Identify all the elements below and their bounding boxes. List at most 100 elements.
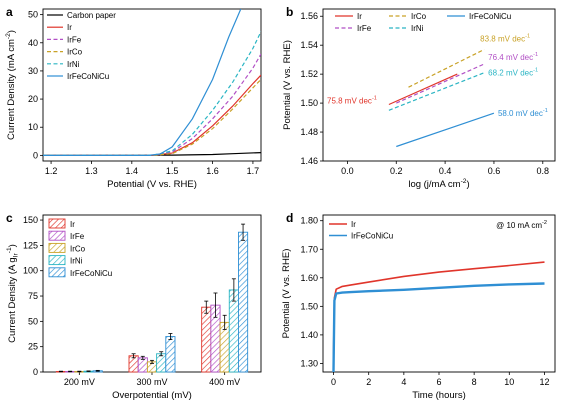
panel-c-category-label: 300 mV (136, 377, 167, 387)
panel-d-xtick-label: 2 (366, 377, 371, 387)
panel-b-line-IrFeCoNiCu (396, 112, 495, 148)
panel-a-ytick-label: 50 (28, 10, 38, 20)
panel-b-annotation: 76.4 mV dec-1 (488, 52, 538, 62)
panel-b-ylabel: Potential (V vs. RHE) (282, 40, 293, 130)
panel-b-frame (322, 8, 556, 162)
panel-a-legend-label: Carbon paper (67, 11, 116, 20)
panel-a-line-IrFeCoNiCu (43, 9, 242, 156)
panel-c-ytick-label: 125 (23, 240, 38, 250)
panel-b-annotation: 75.8 mV dec-1 (327, 96, 377, 106)
panel-a-ytick-label: 10 (28, 122, 38, 132)
panel-d-ytick-label: 1.80 (300, 216, 318, 226)
panel-a: a 1.2 1.3 1.4 1.5 1.6 1.7 0 10 20 30 40 50 Potential … (5, 5, 262, 190)
panel-d-xtick-label: 6 (436, 377, 441, 387)
panel-b-annotation: 68.2 mV dec-1 (488, 68, 538, 78)
panel-a-ytick-label: 40 (28, 38, 38, 48)
panel-a-xtick-label: 1.2 (45, 166, 58, 176)
panel-a-legend-label: IrCo (67, 48, 83, 57)
panel-c-category-label: 400 mV (209, 377, 240, 387)
panel-c-legend-swatch (48, 242, 66, 253)
panel-c-bar (165, 336, 176, 373)
panel-c-legend-label: IrNi (70, 257, 83, 266)
panel-c-ytick-label: 25 (28, 342, 38, 352)
panel-c-ytick-label: 50 (28, 316, 38, 326)
panel-b-label: b (286, 5, 293, 19)
panel-c-legend-label: IrFe (70, 232, 85, 241)
panel-a-ytick-label: 30 (28, 66, 38, 76)
panel-c-bar (156, 353, 167, 373)
panel-a-ytick-label: 20 (28, 94, 38, 104)
panel-a-line-IrCo (43, 78, 261, 156)
panel-a-legend-label: IrFeCoNiCu (67, 72, 109, 81)
panel-a-xtick-label: 1.5 (166, 166, 179, 176)
panel-c-ytick-label: 100 (23, 266, 38, 276)
panel-a-ylabel: Current Density (mA cm-2) (5, 30, 17, 140)
panel-c-legend-swatch (48, 255, 66, 266)
panel-b-legend-label: Ir (357, 12, 362, 21)
panel-d-xtick-label: 10 (504, 377, 514, 387)
panel-c-legend-swatch (48, 218, 66, 229)
panel-d-ytick-label: 1.40 (300, 330, 318, 340)
panel-c-legend-swatch (48, 230, 66, 241)
panel-d: d 0 2 4 6 8 10 12 1.30 1.40 1.50 1.60 1.70 1.80 Time (… (281, 211, 556, 401)
panel-d-xtick-label: 0 (331, 377, 336, 387)
panel-b-xtick-label: 0.0 (341, 166, 354, 176)
panel-c-bar (137, 357, 148, 373)
panel-d-ytick-label: 1.30 (300, 358, 318, 368)
panel-d-ytick-label: 1.60 (300, 273, 318, 283)
panel-b-line-IrNi (388, 72, 485, 111)
panel-a-label: a (6, 5, 13, 19)
panel-b-xtick-label: 0.4 (439, 166, 452, 176)
panel-c-ylabel: Current Density (A gIr-1) (6, 244, 20, 343)
panel-b-ytick-label: 1.46 (300, 156, 318, 166)
panel-c-legend-label: IrFeCoNiCu (70, 269, 112, 278)
panel-d-annotation: @ 10 mA cm-2 (496, 220, 547, 230)
panel-d-line-Ir (332, 261, 545, 355)
panel-c-ytick-label: 75 (28, 291, 38, 301)
panel-c-ytick-label: 150 (23, 215, 38, 225)
panel-b-annotation: 83.8 mV dec-1 (480, 34, 530, 44)
panel-c-label: c (6, 211, 13, 225)
panel-b-line-IrFe (396, 63, 485, 104)
panel-c-xlabel: Overpotential (mV) (112, 390, 192, 401)
panel-a-ytick-label: 0 (33, 150, 38, 160)
panel-a-line-IrFe (43, 53, 261, 156)
panel-d-line-IrFeCoNiCu (332, 282, 545, 373)
panel-a-xtick-label: 1.6 (206, 166, 219, 176)
panel-c-bar (238, 231, 249, 373)
panel-b-line-IrCo (408, 48, 485, 88)
panel-d-legend-label: IrFeCoNiCu (351, 232, 393, 241)
panel-c-category-label: 200 mV (64, 377, 95, 387)
panel-a-frame (42, 8, 262, 162)
panel-c-legend-label: IrCo (70, 244, 86, 253)
panel-b-legend-label: IrNi (411, 24, 424, 33)
panel-a-xtick-label: 1.7 (247, 166, 260, 176)
panel-d-legend-label: Ir (351, 220, 356, 229)
panel-d-xtick-label: 8 (472, 377, 477, 387)
panel-a-legend-label: IrNi (67, 60, 80, 69)
panel-b-ytick-label: 1.54 (300, 40, 318, 50)
panel-b-ytick-label: 1.56 (300, 11, 318, 21)
panel-d-ylabel: Potential (V vs. RHE) (281, 249, 292, 339)
panel-b-legend-label: IrCo (411, 12, 427, 21)
panel-c-bar (128, 355, 139, 373)
panel-a-xtick-label: 1.3 (85, 166, 98, 176)
panel-b-legend-label: IrFeCoNiCu (469, 12, 511, 21)
panel-b-xlabel: log (j/mA cm-2) (408, 178, 469, 190)
panel-c-bar (228, 289, 239, 373)
panel-c-legend-swatch (48, 267, 66, 278)
panel-a-line-Ir (43, 74, 261, 156)
panel-b-line-Ir (388, 73, 458, 106)
panel-b-xtick-label: 0.8 (537, 166, 550, 176)
panel-d-xlabel: Time (hours) (412, 390, 466, 401)
panel-a-legend-label: IrFe (67, 35, 82, 44)
panel-c: c 0 25 50 75 100 125 150 200 mV 300 mV 400 mV Overp… (6, 211, 262, 401)
panel-b-ytick-label: 1.52 (300, 69, 318, 79)
panel-d-xtick-label: 4 (401, 377, 406, 387)
panel-b-annotation: 58.0 mV dec-1 (498, 108, 548, 118)
panel-b-ytick-label: 1.48 (300, 127, 318, 137)
panel-b-xtick-label: 0.2 (390, 166, 403, 176)
panel-c-ytick-label: 0 (33, 367, 38, 377)
panel-b-xtick-label: 0.6 (488, 166, 501, 176)
panel-c-bar (201, 306, 212, 373)
